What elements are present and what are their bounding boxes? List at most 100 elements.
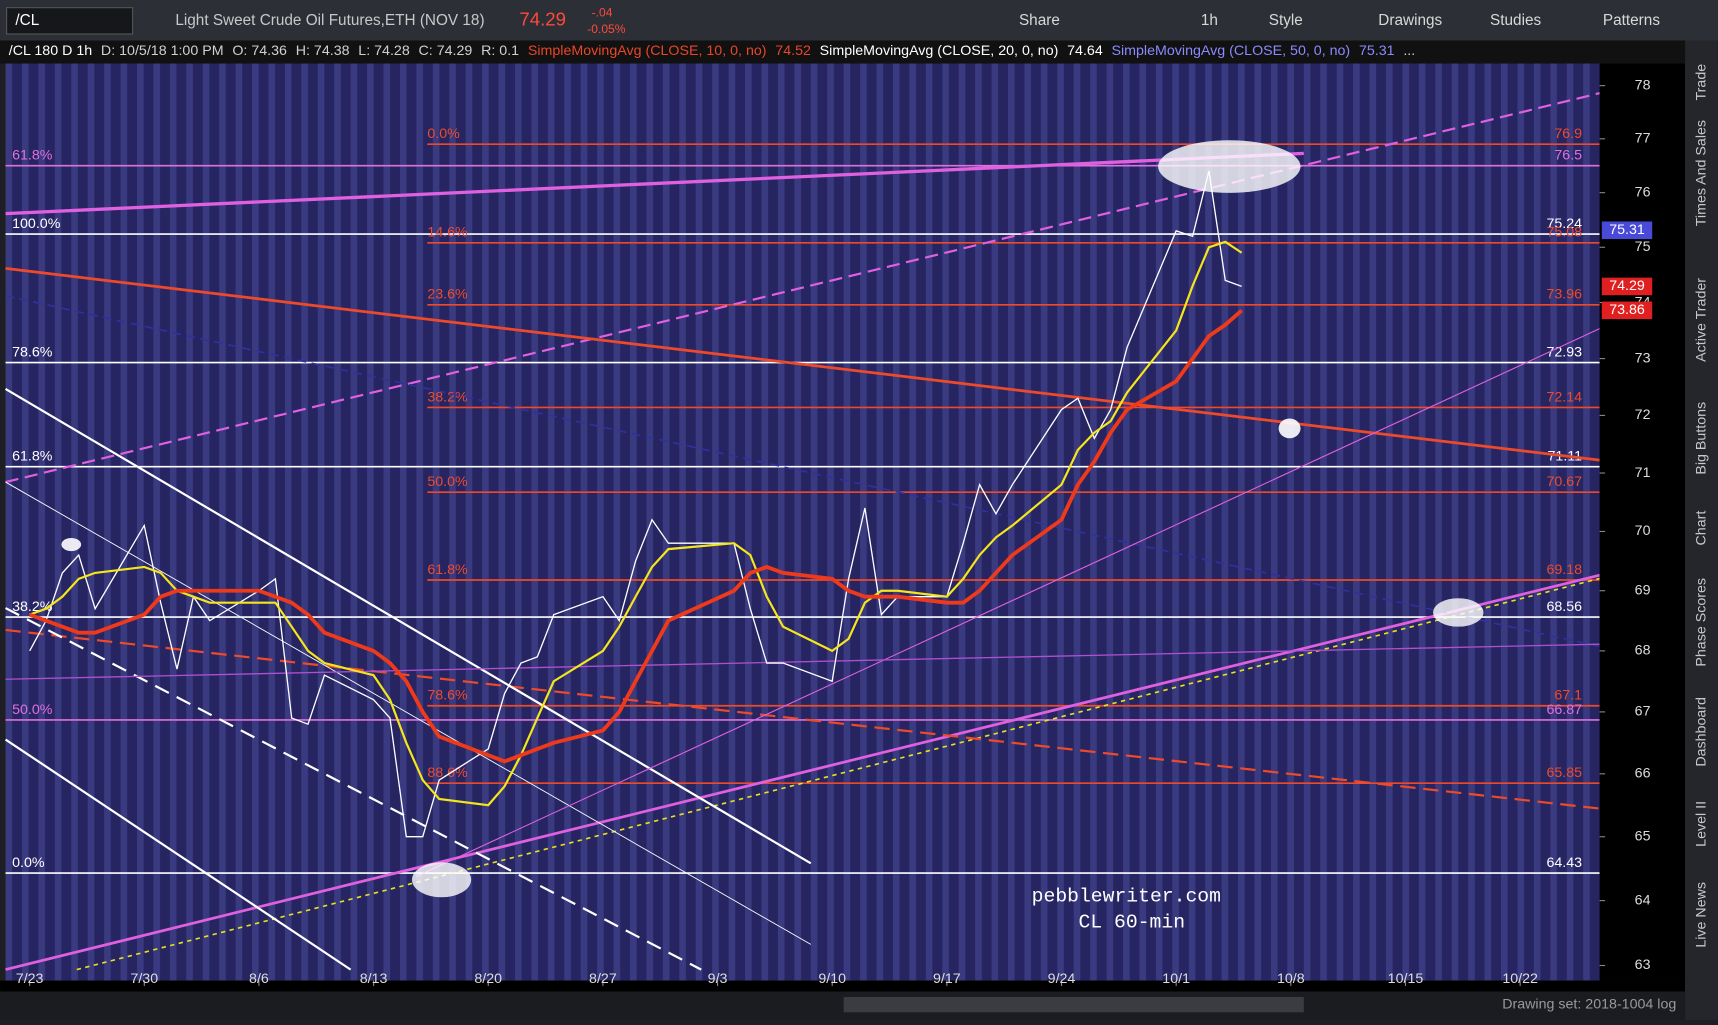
x-tick-label: 10/15 — [1388, 971, 1424, 987]
level-label: 0.0% — [12, 855, 45, 871]
x-tick-label: 10/1 — [1162, 971, 1190, 987]
level-label: 100.0% — [12, 216, 61, 232]
x-tick-label: 8/27 — [589, 971, 617, 987]
level-price: 69.18 — [1546, 562, 1582, 578]
level-price: 67.1 — [1554, 688, 1582, 704]
drawing-set: Drawing set: 2018-1004 log — [1502, 996, 1676, 1012]
x-tick-label: 9/3 — [708, 971, 728, 987]
y-tick-label: 76 — [1635, 184, 1651, 200]
highlight — [61, 537, 82, 552]
y-tick-label: 72 — [1635, 407, 1651, 423]
trendline — [76, 577, 1600, 971]
scrollbar[interactable] — [843, 996, 1304, 1013]
trendline — [4, 738, 352, 971]
x-tick-label: 8/20 — [474, 971, 502, 987]
price-badge — [1601, 221, 1653, 240]
trendline — [5, 481, 812, 945]
level-label: 0.0% — [427, 126, 460, 142]
symbol-box[interactable] — [6, 7, 134, 35]
header-item: C: 74.29 — [419, 43, 473, 59]
side-tab[interactable]: Phase Scores — [1693, 578, 1709, 667]
toolbar — [0, 0, 1718, 41]
level-price: 76.9 — [1554, 126, 1582, 142]
level-price: 76.5 — [1554, 148, 1582, 164]
toolbar-button[interactable]: 1h — [1201, 12, 1218, 29]
side-tab[interactable]: Dashboard — [1693, 697, 1709, 767]
header-item: SimpleMovingAvg (CLOSE, 20, 0, no) — [820, 43, 1059, 59]
level-label: 61.8% — [12, 148, 53, 164]
trendline — [5, 643, 1600, 680]
level-label: 50.0% — [427, 474, 468, 490]
price-line — [29, 170, 1242, 838]
toolbar-button[interactable]: Share — [1019, 12, 1060, 29]
y-tick-label: 71 — [1635, 465, 1651, 481]
x-tick-label: 7/23 — [16, 971, 44, 987]
price-badge — [1601, 277, 1653, 296]
change: -.04 — [592, 5, 613, 19]
trendline — [416, 328, 1600, 877]
y-tick-label: 70 — [1635, 523, 1651, 539]
side-tab[interactable]: Chart — [1693, 511, 1709, 546]
side-tab[interactable]: Big Buttons — [1693, 402, 1709, 475]
header-item: SimpleMovingAvg (CLOSE, 10, 0, no) — [528, 43, 767, 59]
trendline — [4, 387, 812, 865]
header-item: 75.31 — [1359, 43, 1395, 59]
level-label: 78.6% — [427, 688, 468, 704]
level-label: 50.0% — [12, 702, 53, 718]
side-tab[interactable]: Trade — [1693, 64, 1709, 101]
x-tick-label: 8/6 — [249, 971, 269, 987]
level-label: 61.8% — [12, 449, 53, 465]
toolbar-button[interactable]: Patterns — [1603, 12, 1660, 29]
y-tick-label: 63 — [1635, 957, 1651, 973]
price-badge-label: 75.31 — [1609, 222, 1645, 238]
toolbar-button[interactable]: Style — [1269, 12, 1303, 29]
header-item: O: 74.36 — [232, 43, 287, 59]
header-item: D: 10/5/18 1:00 PM — [101, 43, 224, 59]
y-tick-label: 69 — [1635, 582, 1651, 598]
level-price: 66.87 — [1546, 702, 1582, 718]
y-tick-label: 64 — [1635, 892, 1651, 908]
level-price: 75.24 — [1546, 216, 1582, 232]
trendline — [5, 267, 1600, 462]
header-item: SimpleMovingAvg (CLOSE, 50, 0, no) — [1112, 43, 1351, 59]
highlight — [1158, 140, 1301, 193]
level-price: 64.43 — [1546, 855, 1582, 871]
trendline — [5, 151, 1304, 216]
level-label: 38.2% — [427, 389, 468, 405]
level-label: 23.6% — [427, 287, 468, 303]
level-label: 78.6% — [12, 344, 53, 360]
description: Light Sweet Crude Oil Futures,ETH (NOV 1… — [175, 12, 484, 29]
x-tick-label: 9/24 — [1048, 971, 1076, 987]
header-item: R: 0.1 — [481, 43, 519, 59]
last-price: 74.29 — [519, 9, 566, 30]
header-item: ... — [1403, 43, 1415, 59]
price-line — [29, 240, 1243, 807]
watermark: CL 60-min — [1079, 912, 1185, 934]
side-panel — [1685, 40, 1718, 1021]
level-label: 61.8% — [427, 562, 468, 578]
highlight — [411, 862, 472, 898]
side-tab[interactable]: Live News — [1693, 882, 1709, 948]
y-tick-label: 73 — [1635, 350, 1651, 366]
toolbar-button[interactable]: Drawings — [1378, 12, 1442, 29]
x-tick-label: 10/22 — [1502, 971, 1538, 987]
trendline — [5, 92, 1600, 484]
side-tab[interactable]: Active Trader — [1693, 278, 1709, 362]
side-tab[interactable]: Times And Sales — [1693, 120, 1709, 226]
header-item: 74.64 — [1067, 43, 1103, 59]
header-item: H: 74.38 — [296, 43, 350, 59]
watermark: pebblewriter.com — [1032, 885, 1221, 907]
side-tab[interactable]: Level II — [1693, 801, 1709, 847]
y-tick-label: 66 — [1635, 766, 1651, 782]
change-pct: -0.05% — [587, 22, 625, 36]
x-tick-label: 10/8 — [1277, 971, 1305, 987]
x-tick-label: 8/13 — [360, 971, 388, 987]
trendline — [5, 628, 1600, 810]
header-item: 74.52 — [775, 43, 811, 59]
level-label: 88.6% — [427, 765, 468, 781]
toolbar-button[interactable]: Studies — [1490, 12, 1541, 29]
highlight — [1278, 418, 1301, 439]
level-price: 72.14 — [1546, 389, 1582, 405]
level-price: 68.56 — [1546, 599, 1582, 615]
